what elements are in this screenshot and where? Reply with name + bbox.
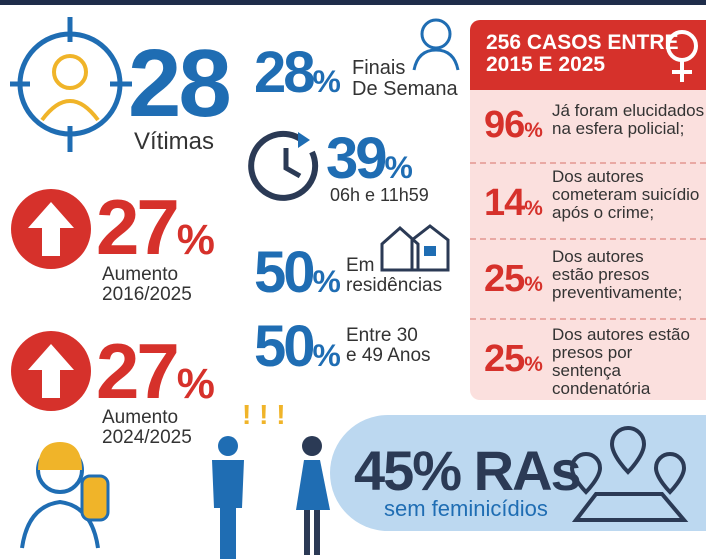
cases-panel xyxy=(470,90,706,400)
number: 50 xyxy=(254,240,315,305)
stat-label: 06h e 11h59 xyxy=(330,185,429,205)
case-row: 96% Já foram elucidados na esfera polici… xyxy=(470,90,706,162)
number: 14 xyxy=(484,182,525,224)
case-number: 25% xyxy=(484,258,543,301)
number: 25 xyxy=(484,338,525,380)
case-text: Dos autores estão presos preventivamente… xyxy=(552,247,683,302)
stat-number: 50% xyxy=(254,244,341,302)
unit: % xyxy=(524,197,543,220)
case-row: 14% Dos autores cometeram suicídio após … xyxy=(470,162,706,240)
regions-pill xyxy=(330,415,706,531)
svg-text:! ! !: ! ! ! xyxy=(242,399,286,430)
unit: % xyxy=(384,149,413,185)
unit: % xyxy=(524,273,543,296)
woman-icon xyxy=(412,18,460,71)
target-icon xyxy=(10,17,132,152)
case-row: 25% Dos autores estão presos preventivam… xyxy=(470,238,706,320)
case-number: 96% xyxy=(484,104,543,147)
number: 27 xyxy=(96,183,180,271)
increase-label: Aumento 2024/2025 xyxy=(102,407,192,448)
victims-label: Vítimas xyxy=(134,128,215,155)
case-row: 25% Dos autores estão presos por sentenç… xyxy=(470,318,706,400)
people-icon: ! ! ! xyxy=(212,399,330,559)
unit: % xyxy=(176,360,215,408)
cases-title: 256 CASOS ENTRE 2015 E 2025 xyxy=(486,31,679,77)
number: 25 xyxy=(484,258,525,300)
case-text: Dos autores cometeram suicídio após o cr… xyxy=(552,167,700,222)
unit: % xyxy=(176,216,215,264)
number: 39 xyxy=(326,126,387,191)
number: 96 xyxy=(484,104,525,146)
house-icon xyxy=(380,224,450,272)
unit: % xyxy=(524,119,543,142)
clock-icon xyxy=(248,130,319,201)
regions-label: sem feminicídios xyxy=(384,496,548,521)
female-symbol-icon xyxy=(666,30,698,82)
number: 27 xyxy=(96,327,180,415)
arrow-icon xyxy=(11,331,91,411)
arrow-icon xyxy=(11,189,91,269)
victims-number: 28 xyxy=(128,30,232,137)
number: 28 xyxy=(254,40,315,105)
unit: % xyxy=(524,353,543,376)
case-text: Já foram elucidados na esfera policial; xyxy=(552,101,705,138)
stat-number: 28% xyxy=(254,44,341,102)
woman-hand-icon xyxy=(20,442,110,549)
regions-headline: 45% RAs xyxy=(354,439,582,502)
stat-label: Finais De Semana xyxy=(352,57,458,100)
increase-label: Aumento 2016/2025 xyxy=(102,264,192,305)
case-number: 14% xyxy=(484,182,543,225)
cases-header xyxy=(470,20,706,90)
unit: % xyxy=(312,263,341,299)
stat-label: Entre 30 e 49 Anos xyxy=(346,325,431,366)
unit: % xyxy=(312,63,341,99)
top-bar xyxy=(0,0,706,5)
case-text: Dos autores estão presos por sentença co… xyxy=(552,325,690,398)
stat-number: 50% xyxy=(254,318,341,376)
number: 50 xyxy=(254,314,315,379)
increase-number: 27% xyxy=(96,332,215,410)
unit: % xyxy=(312,337,341,373)
case-number: 25% xyxy=(484,338,543,381)
stat-number: 39% xyxy=(326,130,413,188)
increase-number: 27% xyxy=(96,188,215,266)
map-pins-icon xyxy=(569,425,689,522)
stat-label: Em residências xyxy=(346,255,443,296)
